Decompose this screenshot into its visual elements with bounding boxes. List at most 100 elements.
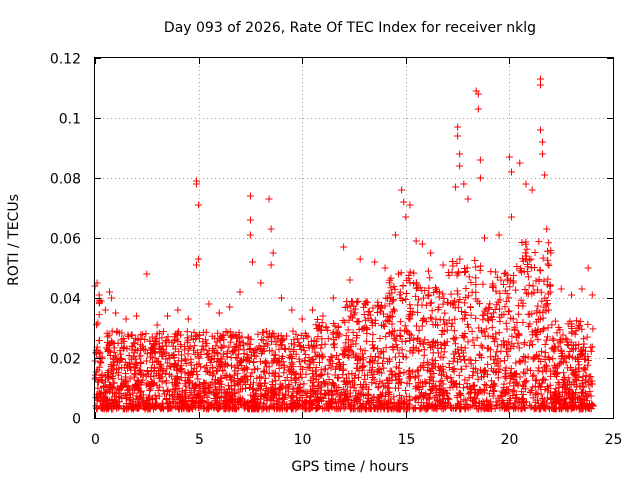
data-point — [573, 373, 581, 381]
data-point — [532, 389, 540, 397]
data-point — [103, 371, 111, 379]
data-point — [572, 327, 580, 335]
data-point — [509, 388, 517, 396]
data-point — [267, 261, 275, 269]
data-point — [423, 399, 431, 407]
ticks-layer: 0 5 10 15 20 25 0 0.02 0.04 0.06 0.08 0.1 0.12 — [50, 52, 623, 449]
data-point — [94, 366, 102, 374]
data-point — [204, 354, 212, 362]
data-point — [526, 320, 534, 328]
data-point — [388, 297, 396, 305]
data-point — [454, 290, 462, 298]
data-point — [439, 290, 447, 298]
data-point — [94, 378, 102, 386]
data-point — [125, 351, 133, 359]
data-point — [246, 192, 254, 200]
data-point — [209, 372, 217, 380]
data-point — [317, 344, 325, 352]
data-point — [399, 352, 407, 360]
data-point — [588, 380, 596, 388]
data-point — [277, 294, 285, 302]
data-point — [117, 390, 125, 398]
data-point — [498, 400, 506, 408]
data-point — [132, 334, 140, 342]
data-point — [137, 393, 145, 401]
data-point — [467, 360, 475, 368]
data-point — [469, 336, 477, 344]
data-point — [395, 358, 403, 366]
data-point — [379, 359, 387, 367]
data-point — [350, 302, 358, 310]
data-point — [483, 401, 491, 409]
data-point — [174, 357, 182, 365]
data-point — [231, 347, 239, 355]
data-point — [440, 295, 448, 303]
data-point — [216, 337, 224, 345]
data-point — [434, 306, 442, 314]
data-point — [365, 307, 373, 315]
data-point — [555, 360, 563, 368]
data-point — [193, 180, 201, 188]
data-point — [254, 346, 262, 354]
data-point — [132, 382, 140, 390]
data-point — [431, 357, 439, 365]
data-point — [398, 186, 406, 194]
data-point — [211, 334, 219, 342]
data-point — [325, 375, 333, 383]
data-point — [386, 399, 394, 407]
data-point — [94, 384, 102, 392]
data-point — [530, 288, 538, 296]
data-point — [382, 389, 390, 397]
data-point — [548, 321, 556, 329]
data-point — [539, 150, 547, 158]
data-point — [451, 315, 459, 323]
data-point — [96, 353, 104, 361]
data-point — [489, 392, 497, 400]
data-point — [108, 294, 116, 302]
data-point — [543, 247, 551, 255]
data-point — [137, 366, 145, 374]
data-point — [456, 162, 464, 170]
data-point — [289, 398, 297, 406]
data-point — [390, 282, 398, 290]
data-point — [339, 371, 347, 379]
data-point — [573, 317, 581, 325]
data-point — [539, 368, 547, 376]
data-point — [503, 403, 511, 411]
data-point — [538, 297, 546, 305]
data-point — [245, 358, 253, 366]
data-point — [551, 317, 559, 325]
data-point — [260, 399, 268, 407]
data-point — [428, 365, 436, 373]
data-point — [314, 396, 322, 404]
data-point — [438, 371, 446, 379]
data-point — [534, 336, 542, 344]
data-point — [369, 374, 377, 382]
data-point — [120, 364, 128, 372]
data-point — [465, 323, 473, 331]
data-point — [475, 399, 483, 407]
data-point — [406, 366, 414, 374]
data-point — [170, 402, 178, 410]
data-point — [339, 350, 347, 358]
data-point — [513, 318, 521, 326]
data-point — [236, 394, 244, 402]
data-point — [488, 316, 496, 324]
data-point — [488, 313, 496, 321]
data-point — [526, 342, 534, 350]
data-point — [270, 351, 278, 359]
data-point — [434, 321, 442, 329]
data-point — [169, 398, 177, 406]
data-point — [402, 213, 410, 221]
data-point — [440, 348, 448, 356]
data-point — [221, 372, 229, 380]
data-point — [550, 391, 558, 399]
data-point — [189, 346, 197, 354]
data-point — [187, 361, 195, 369]
data-point — [384, 379, 392, 387]
data-point — [143, 270, 151, 278]
data-point — [519, 318, 527, 326]
data-point — [562, 335, 570, 343]
data-point — [490, 387, 498, 395]
x-tick-label: 20 — [501, 432, 519, 448]
